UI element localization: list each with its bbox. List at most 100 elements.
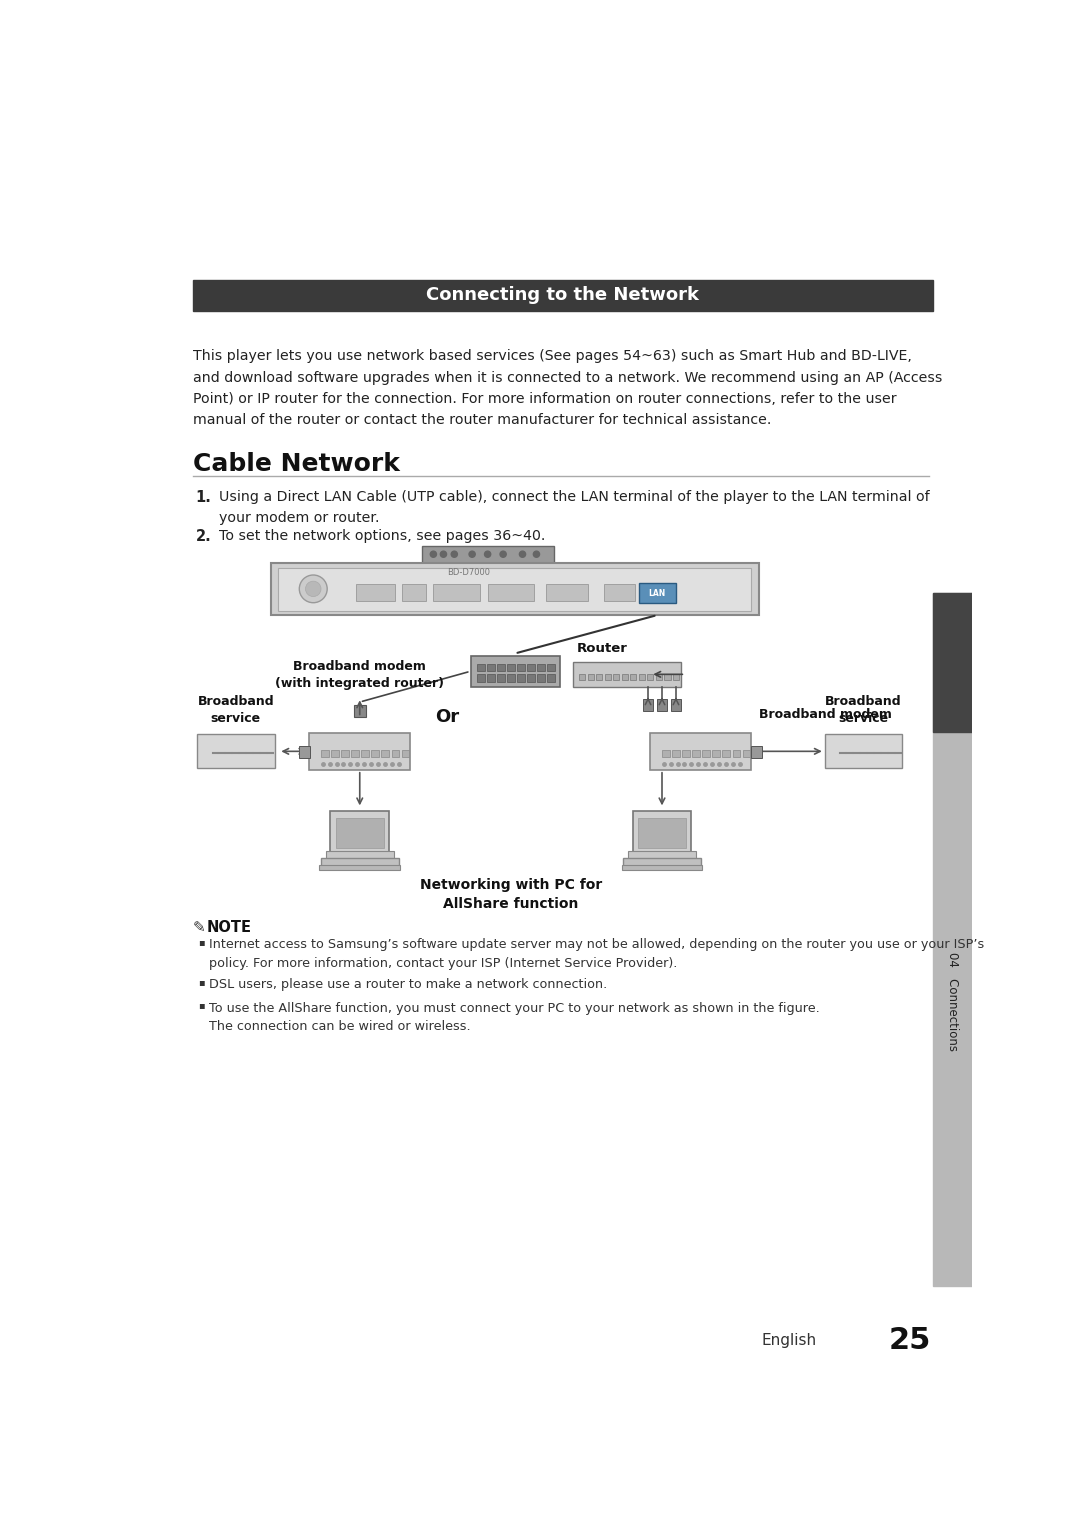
Bar — [702, 749, 710, 757]
Bar — [321, 749, 328, 757]
Circle shape — [299, 574, 327, 602]
Circle shape — [306, 581, 321, 596]
Bar — [692, 749, 700, 757]
Bar — [548, 663, 555, 671]
Bar — [517, 663, 525, 671]
Bar — [723, 749, 730, 757]
Bar — [579, 674, 585, 680]
Circle shape — [430, 552, 436, 558]
Text: Broadband
service: Broadband service — [198, 696, 274, 725]
Bar — [623, 858, 701, 867]
Bar — [507, 663, 515, 671]
Text: DSL users, please use a router to make a network connection.: DSL users, please use a router to make a… — [210, 979, 608, 991]
Circle shape — [534, 552, 540, 558]
Bar — [605, 674, 611, 680]
Text: Or: Or — [435, 708, 459, 726]
Bar — [933, 593, 972, 1287]
Bar — [751, 746, 762, 758]
Text: Connecting to the Network: Connecting to the Network — [427, 286, 700, 305]
Bar — [527, 663, 535, 671]
Bar — [351, 749, 359, 757]
Text: ▪: ▪ — [199, 1000, 205, 1010]
Text: 2.: 2. — [195, 529, 212, 544]
Text: NOTE: NOTE — [207, 919, 252, 935]
Text: 1.: 1. — [195, 490, 212, 506]
Bar — [309, 732, 410, 769]
Bar — [572, 662, 681, 686]
Bar — [588, 674, 594, 680]
Bar — [321, 858, 399, 867]
Bar — [392, 749, 400, 757]
Bar — [517, 674, 525, 682]
Bar — [633, 812, 691, 853]
Bar — [507, 674, 515, 682]
Bar — [672, 749, 679, 757]
Bar — [548, 674, 555, 682]
Bar — [622, 674, 627, 680]
Bar — [743, 749, 751, 757]
Circle shape — [451, 552, 458, 558]
Bar — [631, 674, 636, 680]
Text: Networking with PC for
AllShare function: Networking with PC for AllShare function — [420, 878, 602, 912]
Bar — [476, 674, 485, 682]
Bar — [402, 749, 409, 757]
Bar — [353, 705, 366, 717]
Text: Cable Network: Cable Network — [193, 452, 400, 476]
Bar — [476, 663, 485, 671]
Text: This player lets you use network based services (See pages 54~63) such as Smart : This player lets you use network based s… — [193, 349, 943, 427]
Bar — [638, 584, 676, 604]
Bar — [638, 818, 686, 849]
Bar — [356, 584, 394, 601]
Text: Broadband modem
(with integrated router): Broadband modem (with integrated router) — [275, 660, 444, 691]
Text: Broadband modem: Broadband modem — [759, 708, 892, 722]
Bar — [604, 584, 635, 601]
Bar — [422, 545, 554, 562]
Bar — [362, 749, 369, 757]
Bar — [537, 674, 545, 682]
Text: Router: Router — [577, 642, 627, 654]
Bar — [497, 674, 504, 682]
Bar — [622, 866, 702, 870]
Bar — [381, 749, 389, 757]
Bar — [320, 866, 400, 870]
Bar — [487, 674, 495, 682]
Bar — [497, 663, 504, 671]
Bar — [656, 674, 662, 680]
Bar — [545, 584, 589, 601]
Bar — [657, 699, 667, 711]
Bar — [671, 699, 681, 711]
Bar — [647, 674, 653, 680]
Text: 04   Connections: 04 Connections — [946, 951, 959, 1051]
Text: English: English — [761, 1333, 816, 1348]
Text: ▪: ▪ — [199, 938, 205, 947]
Bar — [732, 749, 740, 757]
Bar — [683, 749, 690, 757]
Bar — [673, 674, 679, 680]
Bar — [336, 818, 383, 849]
Circle shape — [500, 552, 507, 558]
Text: 25: 25 — [889, 1325, 931, 1354]
Text: Broadband
service: Broadband service — [825, 696, 902, 725]
Text: To use the AllShare function, you must connect your PC to your network as shown : To use the AllShare function, you must c… — [210, 1002, 820, 1033]
Bar — [664, 674, 671, 680]
Bar — [713, 749, 720, 757]
Bar — [643, 699, 653, 711]
Bar — [627, 852, 697, 859]
Bar — [613, 674, 619, 680]
Bar — [271, 562, 759, 614]
Bar — [403, 584, 426, 601]
Text: LAN: LAN — [649, 588, 666, 597]
Bar — [650, 732, 751, 769]
Bar — [332, 749, 339, 757]
Bar — [279, 568, 751, 611]
Circle shape — [469, 552, 475, 558]
Bar — [662, 749, 670, 757]
Text: Internet access to Samsung’s software update server may not be allowed, dependin: Internet access to Samsung’s software up… — [210, 939, 985, 970]
Bar — [825, 734, 902, 768]
Bar — [341, 749, 349, 757]
Text: BD-D7000: BD-D7000 — [447, 568, 489, 578]
Text: ✎: ✎ — [193, 919, 206, 935]
Bar — [471, 656, 559, 686]
Bar — [638, 674, 645, 680]
Bar — [933, 593, 972, 732]
